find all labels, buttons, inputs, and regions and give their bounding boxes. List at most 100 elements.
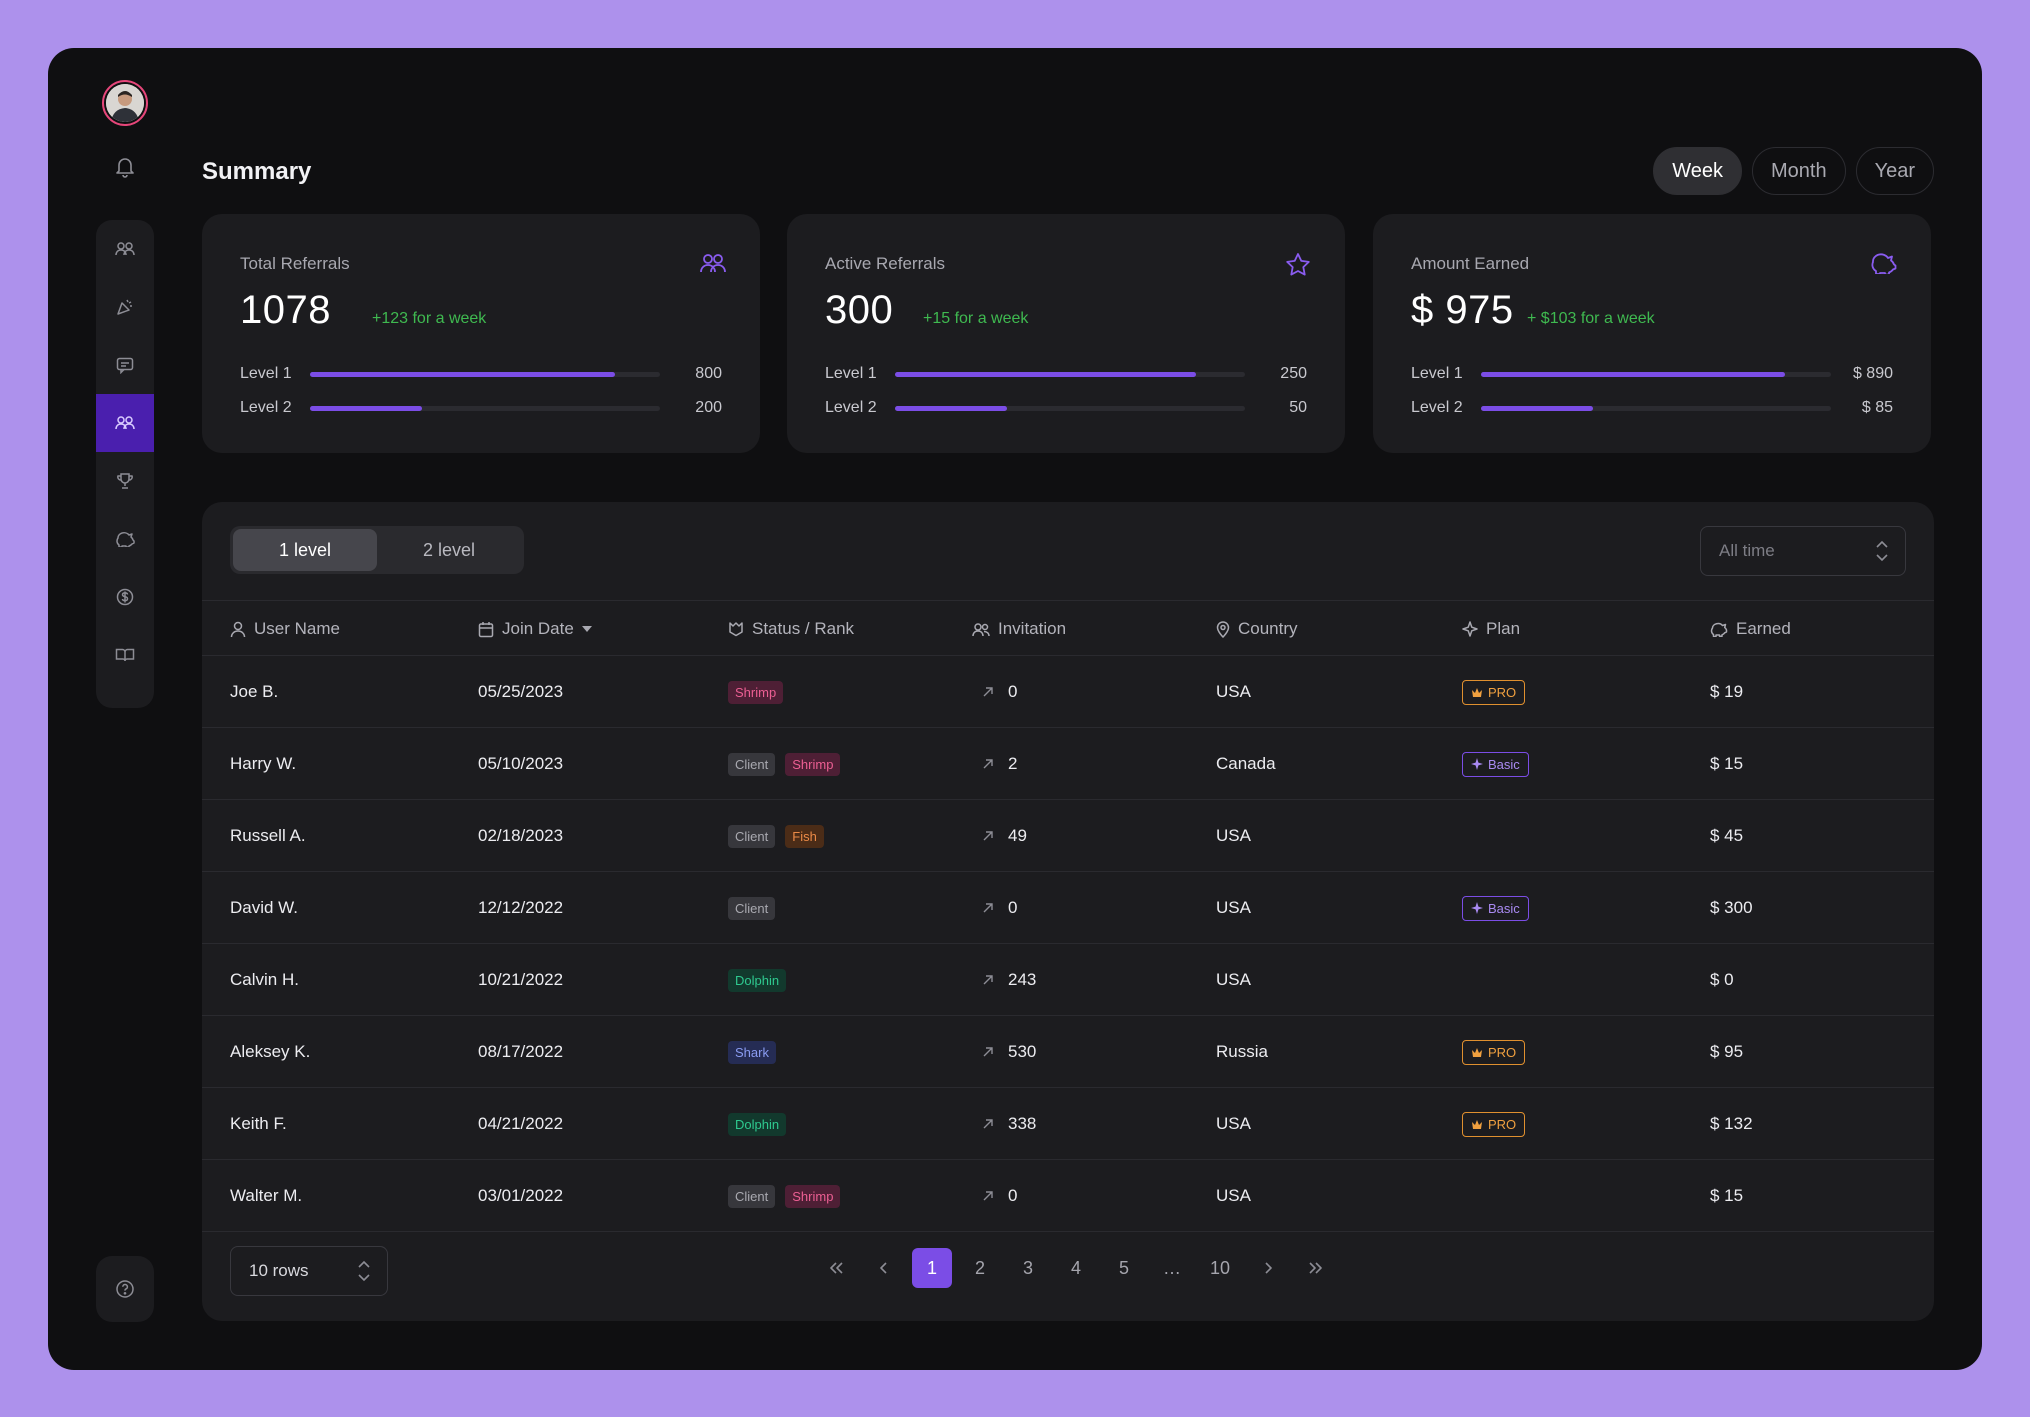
rank-badge-dolphin: Dolphin bbox=[728, 968, 787, 992]
invitation-count: 243 bbox=[1008, 970, 1037, 989]
invitation-cell: 530 bbox=[982, 1016, 1036, 1088]
level-value: 250 bbox=[1280, 365, 1307, 382]
earned-cell: $ 132 bbox=[1710, 1114, 1753, 1133]
sidebar-item-savings[interactable] bbox=[96, 510, 154, 568]
rank-badge-client: Client bbox=[728, 824, 776, 848]
book-icon bbox=[115, 648, 135, 662]
plan-label: Basic bbox=[1488, 900, 1520, 916]
page-button-4[interactable]: 4 bbox=[1070, 1257, 1081, 1278]
column-header-invitation[interactable]: Invitation bbox=[972, 601, 1066, 657]
level-value: $ 890 bbox=[1852, 365, 1893, 382]
level-label: Level 2 bbox=[1411, 399, 1463, 416]
prev-page-icon[interactable] bbox=[864, 1248, 904, 1288]
rows-per-page-value: 10 rows bbox=[249, 1261, 309, 1280]
table-row[interactable]: Keith F. 04/21/2022 Dolphin 338 USA PRO $ 132 bbox=[202, 1088, 1934, 1160]
arrow-up-right-icon bbox=[982, 830, 994, 842]
user-icon bbox=[230, 621, 246, 638]
user-name-cell: Calvin H. bbox=[230, 970, 299, 989]
join-date-cell: 08/17/2022 bbox=[478, 1042, 564, 1061]
column-header-user-name[interactable]: User Name bbox=[230, 601, 340, 657]
join-date-cell: 02/18/2023 bbox=[478, 826, 564, 845]
app-window: Summary Week Month Year Total Referrals 107… bbox=[48, 48, 1982, 1370]
plan-cell: Basic bbox=[1462, 872, 1529, 944]
sidebar-item-messages[interactable] bbox=[96, 336, 154, 394]
table-row[interactable]: Aleksey K. 08/17/2022 Shark 530 Russia PRO $ 9… bbox=[202, 1016, 1934, 1088]
range-tab-year[interactable]: Year bbox=[1855, 147, 1934, 195]
rank-badge-client: Client bbox=[728, 1184, 776, 1208]
party-popper-icon bbox=[117, 299, 132, 315]
bell-icon[interactable] bbox=[110, 152, 140, 182]
level-progress-bar bbox=[1481, 371, 1831, 377]
tab-1-level[interactable]: 1 level bbox=[233, 529, 377, 571]
rank-badge-client: Client bbox=[728, 752, 776, 776]
status-rank-cell: Dolphin bbox=[728, 1088, 796, 1160]
level-progress-fill bbox=[310, 405, 422, 411]
country-cell: Canada bbox=[1216, 754, 1276, 773]
table-row[interactable]: Calvin H. 10/21/2022 Dolphin 243 USA $ 0 bbox=[202, 944, 1934, 1016]
column-label: User Name bbox=[254, 619, 340, 638]
sidebar-item-achievements[interactable] bbox=[96, 452, 154, 510]
range-tab-week[interactable]: Week bbox=[1653, 147, 1742, 195]
invitation-cell: 243 bbox=[982, 944, 1036, 1016]
period-select-value: All time bbox=[1719, 541, 1775, 560]
column-header-join-date[interactable]: Join Date bbox=[478, 601, 592, 657]
level-progress-fill bbox=[310, 371, 615, 377]
card-title: Active Referrals bbox=[825, 254, 945, 273]
crown-icon bbox=[1471, 687, 1483, 698]
column-header-plan[interactable]: Plan bbox=[1462, 601, 1520, 657]
last-page-icon[interactable] bbox=[1296, 1248, 1336, 1288]
sidebar-item-payments[interactable] bbox=[96, 568, 154, 626]
table-row[interactable]: Joe B. 05/25/2023 Shrimp 0 USA PRO $ 19 bbox=[202, 656, 1934, 728]
level-progress-fill bbox=[895, 405, 1007, 411]
rank-badge-shark: Shark bbox=[728, 1040, 776, 1064]
sidebar-item-campaigns[interactable] bbox=[96, 278, 154, 336]
card-delta: + $103 for a week bbox=[1527, 310, 1655, 327]
page-button-2[interactable]: 2 bbox=[974, 1257, 985, 1278]
invitation-count: 530 bbox=[1008, 1042, 1037, 1061]
period-select[interactable]: All time bbox=[1700, 526, 1906, 576]
user-name-cell: Harry W. bbox=[230, 754, 297, 773]
page-button-1[interactable]: 1 bbox=[912, 1248, 952, 1288]
level-label: Level 1 bbox=[1411, 365, 1463, 382]
chat-icon bbox=[116, 357, 134, 374]
first-page-icon[interactable] bbox=[816, 1248, 856, 1288]
rank-icon bbox=[728, 621, 744, 637]
status-rank-cell: Shark bbox=[728, 1016, 786, 1088]
sidebar-item-referrals[interactable] bbox=[96, 394, 154, 452]
plan-cell: PRO bbox=[1462, 1088, 1526, 1160]
plan-cell: PRO bbox=[1462, 656, 1526, 728]
country-cell: USA bbox=[1216, 682, 1251, 701]
column-header-status-rank[interactable]: Status / Rank bbox=[728, 601, 854, 657]
table-row[interactable]: David W. 12/12/2022 Client 0 USA Basic $ 300 bbox=[202, 872, 1934, 944]
coin-stack-icon bbox=[1710, 621, 1728, 637]
rank-badge-shrimp: Shrimp bbox=[785, 1184, 841, 1208]
stat-card-total-referrals: Total Referrals 1078 +123 for a week Level … bbox=[202, 214, 760, 453]
range-tab-month[interactable]: Month bbox=[1751, 147, 1846, 195]
table-row[interactable]: Walter M. 03/01/2022 Client Shrimp 0 USA $ 15 bbox=[202, 1160, 1934, 1232]
sparkle-icon bbox=[1471, 758, 1483, 770]
rows-per-page-select[interactable]: 10 rows bbox=[230, 1246, 388, 1296]
table-row[interactable]: Russell A. 02/18/2023 Client Fish 49 USA $ 45 bbox=[202, 800, 1934, 872]
level-label: Level 2 bbox=[825, 399, 877, 416]
avatar[interactable] bbox=[102, 80, 148, 126]
page-button-3[interactable]: 3 bbox=[1022, 1257, 1033, 1278]
help-button[interactable] bbox=[96, 1256, 154, 1322]
level-progress-bar bbox=[310, 371, 660, 377]
sidebar-item-community[interactable] bbox=[96, 220, 154, 278]
page-button-5[interactable]: 5 bbox=[1118, 1257, 1129, 1278]
arrow-up-right-icon bbox=[982, 974, 994, 986]
plan-badge-pro: PRO bbox=[1462, 1111, 1526, 1137]
column-header-country[interactable]: Country bbox=[1216, 601, 1298, 657]
earned-cell: $ 15 bbox=[1710, 754, 1744, 773]
referrals-table-panel: 1 level 2 level All time User Name Join Da… bbox=[202, 502, 1934, 1321]
page-button-10[interactable]: 10 bbox=[1209, 1257, 1231, 1278]
sidebar-item-docs[interactable] bbox=[96, 626, 154, 684]
earned-cell: $ 15 bbox=[1710, 1186, 1744, 1205]
rank-badge-dolphin: Dolphin bbox=[728, 1112, 787, 1136]
next-page-icon[interactable] bbox=[1248, 1248, 1288, 1288]
column-header-earned[interactable]: Earned bbox=[1710, 601, 1791, 657]
status-rank-cell: Shrimp bbox=[728, 656, 793, 728]
tab-2-level[interactable]: 2 level bbox=[422, 539, 476, 560]
table-row[interactable]: Harry W. 05/10/2023 Client Shrimp 2 Canada Bas… bbox=[202, 728, 1934, 800]
rank-badge-shrimp: Shrimp bbox=[728, 680, 784, 704]
